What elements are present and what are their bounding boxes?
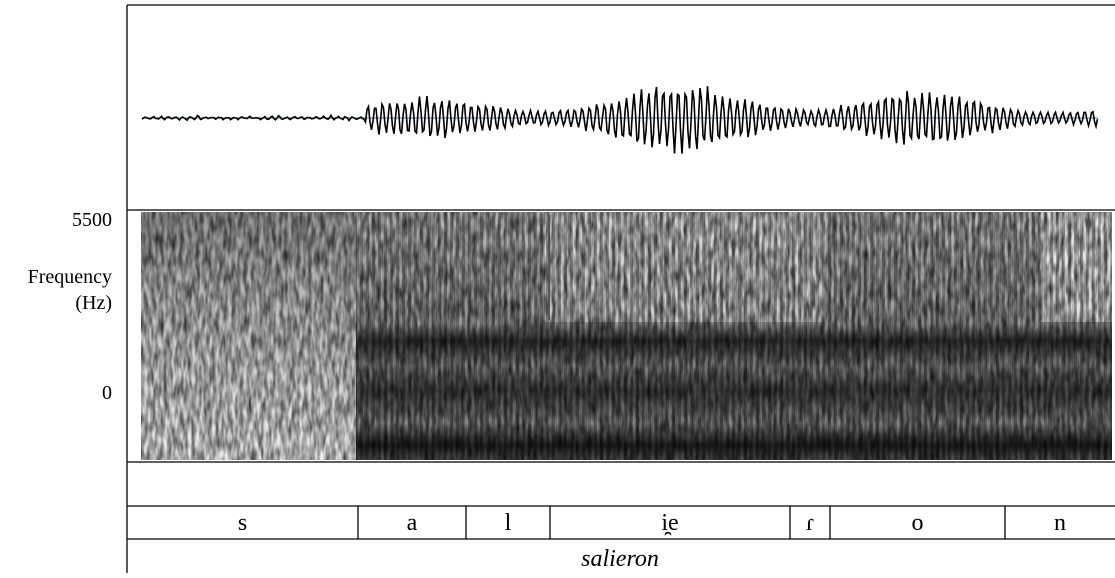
wave-path — [141, 86, 1099, 154]
axis-bottom-label: 0 — [102, 382, 112, 404]
segment-label: o — [912, 510, 924, 536]
segment-label: i̯e — [661, 510, 678, 536]
segment-label: ɾ — [806, 510, 814, 536]
segment-label: s — [238, 510, 247, 536]
segment-tier: s a l i̯e ɾ o n — [238, 506, 1066, 539]
spectrogram — [141, 212, 1112, 460]
segment-label: l — [505, 510, 512, 536]
axis-top-label: 5500 — [72, 209, 112, 231]
segment-label: a — [407, 510, 418, 536]
word-label: salieron — [581, 546, 659, 572]
segment-label: n — [1054, 510, 1066, 536]
axis-title: Frequency — [28, 266, 112, 288]
axis-title: (Hz) — [75, 292, 112, 314]
waveform — [141, 86, 1099, 154]
frame — [126, 4, 1115, 573]
